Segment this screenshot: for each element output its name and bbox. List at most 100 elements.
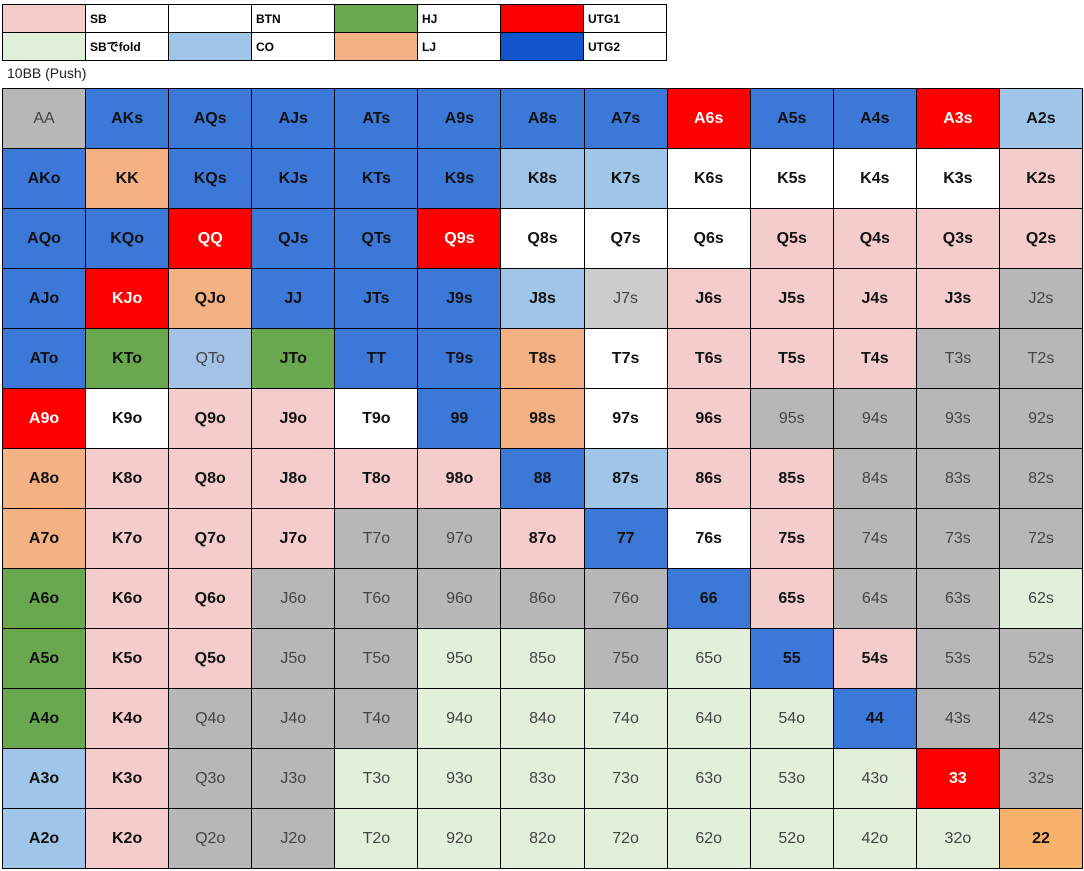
hand-cell: 32s	[999, 749, 1084, 809]
hand-cell: 76s	[667, 509, 751, 569]
hand-cell: 54s	[833, 629, 917, 689]
hand-cell: 95s	[750, 389, 834, 449]
hand-cell: QTo	[169, 329, 253, 389]
hand-cell: A3s	[916, 89, 1000, 149]
hand-cell: KTs	[335, 149, 419, 209]
hand-cell: 86o	[501, 569, 585, 629]
hand-cell: T9o	[335, 389, 419, 449]
hand-cell: ATo	[3, 329, 87, 389]
hand-cell: 85o	[501, 629, 585, 689]
hand-cell: J8s	[501, 269, 585, 329]
hand-cell: 72s	[999, 509, 1084, 569]
hand-cell: 88	[501, 449, 585, 509]
hand-cell: 63s	[916, 569, 1000, 629]
legend-label: SBでfold	[86, 33, 169, 61]
hand-cell: 94s	[833, 389, 917, 449]
hand-cell: A9o	[3, 389, 87, 449]
hand-cell: Q4s	[833, 209, 917, 269]
hand-cell: TT	[335, 329, 419, 389]
hand-cell: J5s	[750, 269, 834, 329]
legend-label: BTN	[252, 5, 335, 33]
hand-cell: KJo	[86, 269, 170, 329]
hand-cell: 43o	[833, 749, 917, 809]
hand-cell: K6s	[667, 149, 751, 209]
hand-cell: K2s	[999, 149, 1084, 209]
hand-cell: 52o	[750, 809, 834, 869]
hand-cell: 84s	[833, 449, 917, 509]
hand-cell: K8o	[86, 449, 170, 509]
hand-cell: J9o	[252, 389, 336, 449]
hand-cell: A5s	[750, 89, 834, 149]
hand-cell: K2o	[86, 809, 170, 869]
hand-cell: 97o	[418, 509, 502, 569]
hand-cell: 82s	[999, 449, 1084, 509]
hand-cell: K9o	[86, 389, 170, 449]
hand-cell: 93s	[916, 389, 1000, 449]
hand-cell: K5o	[86, 629, 170, 689]
legend-label: CO	[252, 33, 335, 61]
hand-cell: T8s	[501, 329, 585, 389]
hand-cell: KJs	[252, 149, 336, 209]
hand-cell: K8s	[501, 149, 585, 209]
hand-cell: J3s	[916, 269, 1000, 329]
caption: 10BB (Push)	[7, 65, 87, 81]
hand-cell: ATs	[335, 89, 419, 149]
range-grid: AA AKs AQs AJs ATs A9s A8s A7s A6s A5s A4s A3s A2s AK…	[2, 88, 1084, 869]
hand-cell: K7o	[86, 509, 170, 569]
hand-cell: 62s	[999, 569, 1084, 629]
hand-cell: T2o	[335, 809, 419, 869]
hand-cell: 92o	[418, 809, 502, 869]
hand-cell: 92s	[999, 389, 1084, 449]
hand-cell: 74s	[833, 509, 917, 569]
hand-cell: 93o	[418, 749, 502, 809]
hand-cell: A2o	[3, 809, 87, 869]
hand-cell: 42o	[833, 809, 917, 869]
hand-cell: 97s	[584, 389, 668, 449]
hand-cell: T7o	[335, 509, 419, 569]
hand-cell: Q8s	[501, 209, 585, 269]
hand-cell: 72o	[584, 809, 668, 869]
hand-cell: 75s	[750, 509, 834, 569]
hand-cell: A4s	[833, 89, 917, 149]
hand-cell: T4o	[335, 689, 419, 749]
hand-cell: QJo	[169, 269, 253, 329]
hand-cell: T3o	[335, 749, 419, 809]
hand-cell: 85s	[750, 449, 834, 509]
hand-cell: A8o	[3, 449, 87, 509]
hand-cell: AKs	[86, 89, 170, 149]
hand-cell: Q5o	[169, 629, 253, 689]
hand-cell: A8s	[501, 89, 585, 149]
legend-swatch	[335, 5, 418, 33]
hand-cell: T7s	[584, 329, 668, 389]
hand-cell: 99	[418, 389, 502, 449]
hand-cell: J7s	[584, 269, 668, 329]
hand-cell: 63o	[667, 749, 751, 809]
hand-cell: Q6s	[667, 209, 751, 269]
hand-cell: A3o	[3, 749, 87, 809]
hand-cell: K7s	[584, 149, 668, 209]
hand-cell: A4o	[3, 689, 87, 749]
hand-cell: K3s	[916, 149, 1000, 209]
legend: SB BTN HJ UTG1 SBでfold CO LJ UTG2	[2, 4, 667, 61]
hand-cell: QJs	[252, 209, 336, 269]
hand-cell: T4s	[833, 329, 917, 389]
hand-cell: 52s	[999, 629, 1084, 689]
hand-cell: Q3o	[169, 749, 253, 809]
hand-cell: 42s	[999, 689, 1084, 749]
legend-swatch	[501, 5, 584, 33]
hand-cell: KTo	[86, 329, 170, 389]
hand-cell: 62o	[667, 809, 751, 869]
hand-cell: 83s	[916, 449, 1000, 509]
hand-cell: 82o	[501, 809, 585, 869]
hand-cell: J2s	[999, 269, 1084, 329]
hand-cell: 64o	[667, 689, 751, 749]
hand-cell: 44	[833, 689, 917, 749]
hand-cell: K4o	[86, 689, 170, 749]
hand-cell: T6s	[667, 329, 751, 389]
hand-cell: JJ	[252, 269, 336, 329]
hand-cell: K3o	[86, 749, 170, 809]
hand-cell: A7o	[3, 509, 87, 569]
hand-cell: Q7s	[584, 209, 668, 269]
hand-cell: J6s	[667, 269, 751, 329]
